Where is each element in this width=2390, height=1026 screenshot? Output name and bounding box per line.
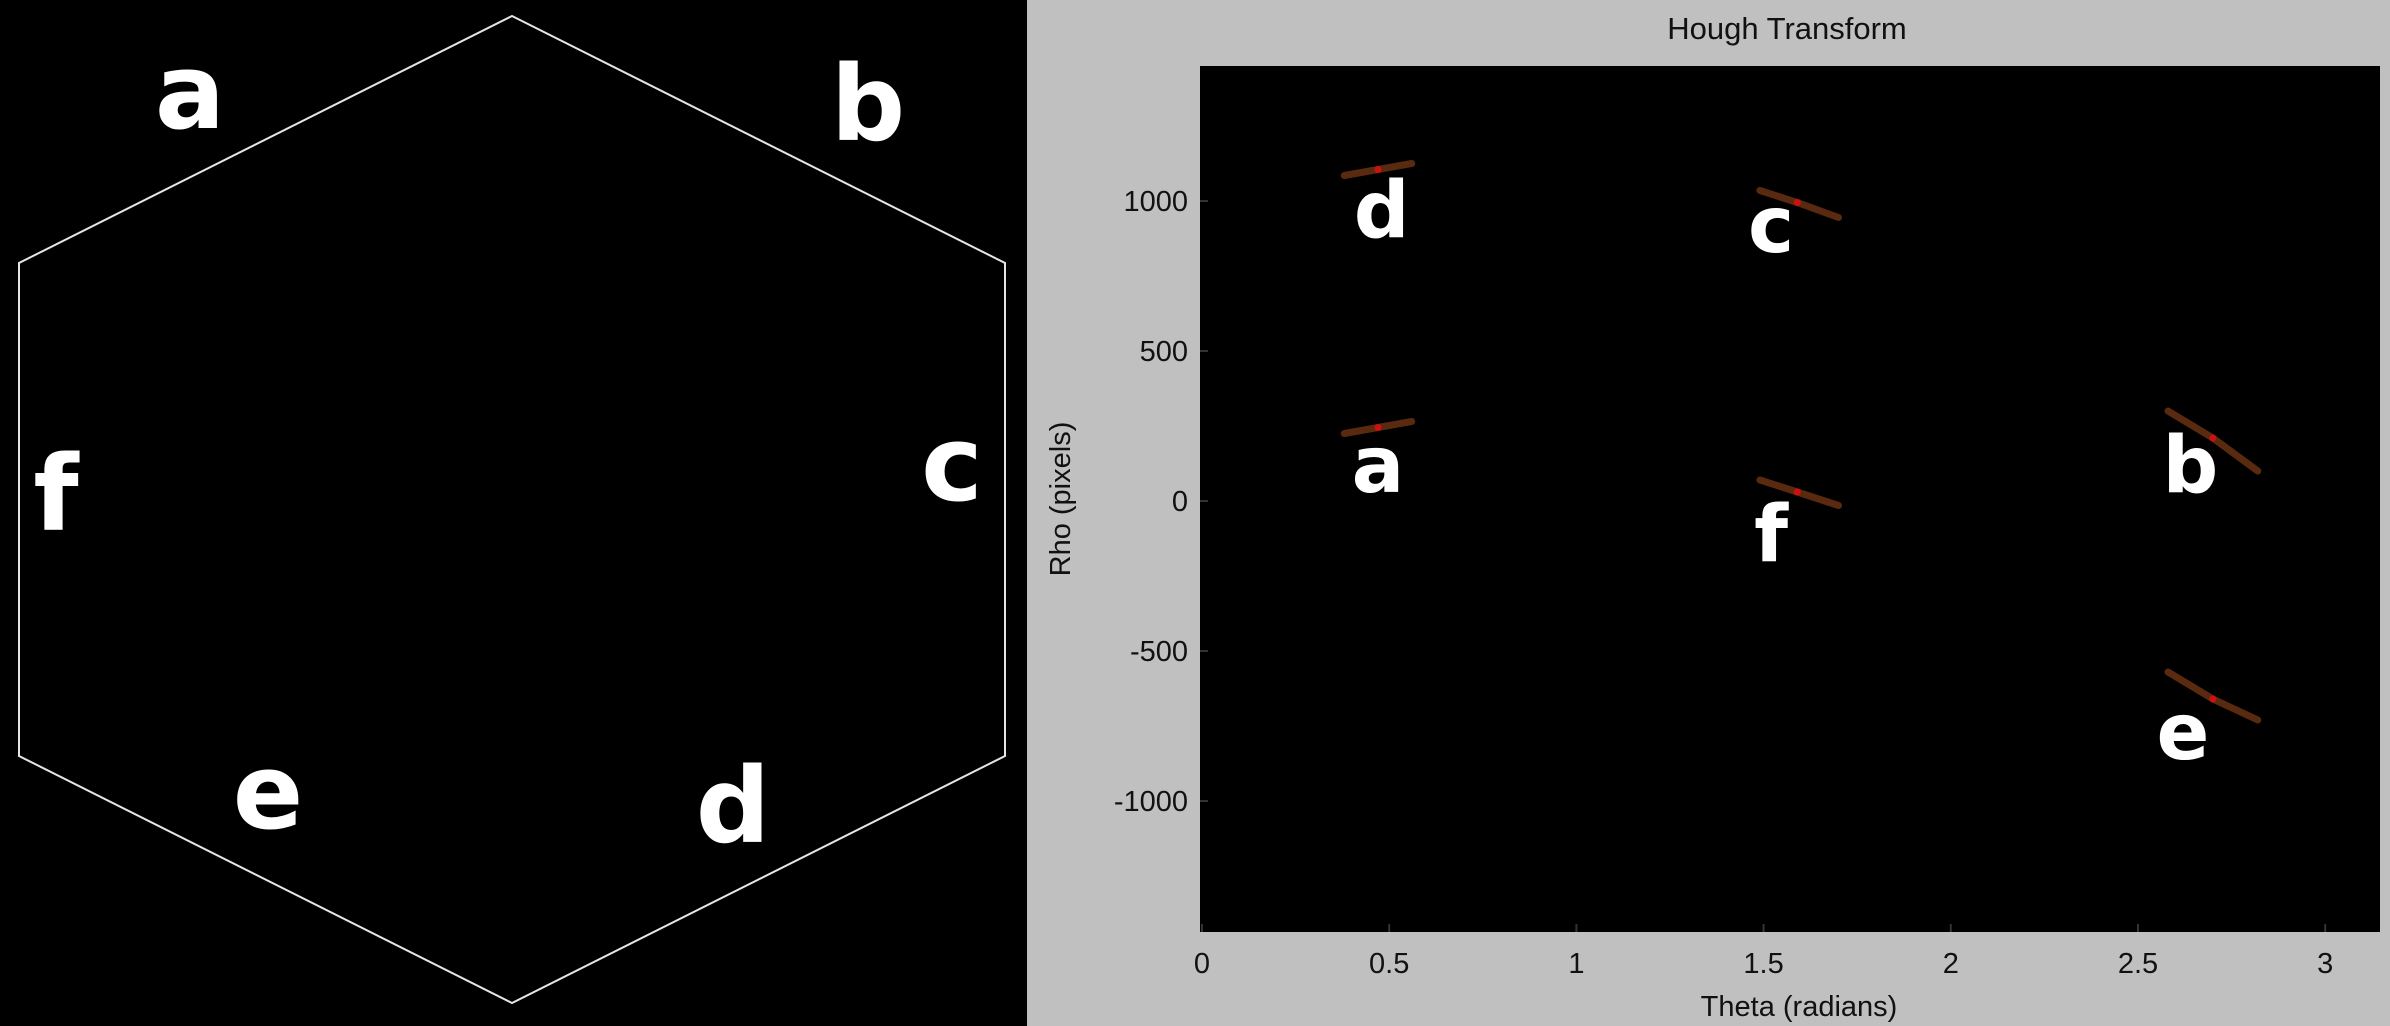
hexagon-panel-background: [0, 0, 1025, 1026]
y-tick-label: 500: [1140, 336, 1188, 368]
side-label-a: a: [155, 31, 225, 153]
hough-peak-b: [2209, 434, 2217, 442]
x-tick-label: 3: [2317, 948, 2333, 980]
plot-area: [1200, 66, 2380, 932]
x-axis: 0 0.5 1 1.5 2 2.5 3: [1194, 924, 2333, 980]
y-tick-label: -1000: [1114, 786, 1188, 818]
hough-peak-a: [1374, 424, 1382, 431]
hough-peak-d: [1374, 166, 1382, 173]
side-label-b: b: [831, 43, 905, 165]
x-tick-label: 0: [1194, 948, 1210, 980]
hough-peak-f: [1793, 488, 1801, 496]
x-axis-label: Theta (radians): [1701, 991, 1898, 1023]
hough-label-e: e: [2156, 688, 2209, 778]
x-tick-label: 1: [1568, 948, 1584, 980]
y-tick-label: -500: [1130, 636, 1188, 668]
hough-label-b: b: [2162, 421, 2218, 511]
x-tick-label: 2: [1943, 948, 1959, 980]
hough-figure: Hough Transform 1000 500 0 -500 -1000 0 0.5 1 1…: [1027, 0, 2390, 1026]
side-label-e: e: [233, 731, 304, 853]
hough-peak-e: [2209, 695, 2217, 703]
x-tick-label: 2.5: [2118, 948, 2158, 980]
y-tick-label: 1000: [1123, 186, 1188, 218]
y-axis: 1000 500 0 -500 -1000: [1114, 186, 1208, 818]
hough-label-d: d: [1354, 166, 1410, 256]
side-label-f: f: [33, 433, 80, 555]
chart-title: Hough Transform: [1667, 11, 1907, 46]
hough-curves: d c a f b e: [1340, 160, 2262, 778]
hough-label-f: f: [1754, 490, 1789, 580]
side-label-c: c: [921, 403, 983, 525]
x-tick-label: 0.5: [1369, 948, 1409, 980]
hexagon-outline: [18, 14, 1006, 1005]
hough-label-a: a: [1352, 421, 1405, 511]
hexagon-panel: a b c d e f: [0, 0, 1025, 1026]
y-tick-label: 0: [1172, 486, 1188, 518]
side-label-d: d: [696, 745, 770, 867]
y-axis-label: Rho (pixels): [1045, 422, 1077, 577]
hough-peak-c: [1793, 199, 1801, 206]
hough-label-c: c: [1748, 181, 1794, 271]
x-tick-label: 1.5: [1743, 948, 1783, 980]
